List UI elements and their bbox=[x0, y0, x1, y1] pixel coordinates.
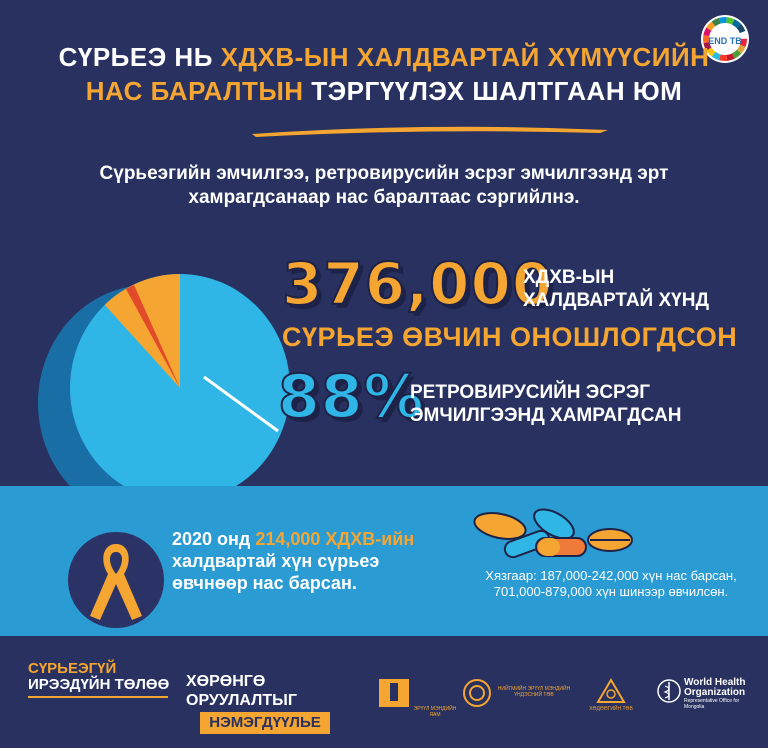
deaths-year: 2020 онд bbox=[172, 529, 256, 549]
who-logo bbox=[656, 678, 682, 709]
page-title: СҮРЬЕЭ НЬ ХДХВ-ЫН ХАЛДВАРТАЙ ХҮМҮҮСИЙН Н… bbox=[0, 40, 768, 108]
deaths-line2: халдвартай хүн сүрьеэ bbox=[172, 551, 380, 571]
range-line2: 701,000-879,000 хүн шинээр өвчилсөн. bbox=[493, 584, 729, 599]
diagnosed-label: СҮРЬЕЭ ӨВЧИН ОНОШЛОГДСОН bbox=[282, 322, 738, 352]
ministry-logo-text: ЭРҮҮЛ МЭНДИЙН ЯАМ bbox=[413, 706, 457, 718]
pie-pointer-line bbox=[203, 375, 279, 433]
case-count-label-line1: ХДХВ-ЫН bbox=[523, 267, 615, 288]
title-line1-white: СҮРЬЕЭ НЬ bbox=[58, 42, 221, 72]
range-note: Хязгаар: 187,000-242,000 хүн нас барсан,… bbox=[466, 568, 756, 600]
treatment-label-line2: ЭМЧИЛГЭЭНД ХАМРАГДСАН bbox=[410, 405, 682, 426]
case-count: 376,000 bbox=[281, 249, 554, 319]
invest-text: ХӨРӨНГӨ ОРУУЛАЛТЫГ bbox=[186, 672, 297, 710]
title-underline bbox=[252, 126, 608, 137]
invest-line2: ОРУУЛАЛТЫГ bbox=[186, 692, 297, 709]
invest-line1: ХӨРӨНГӨ bbox=[186, 673, 266, 690]
treatment-percent: 88% bbox=[277, 361, 425, 433]
ministry-logo bbox=[378, 678, 410, 713]
ministry-emblem-icon bbox=[379, 679, 409, 707]
invest-highlight: НЭМЭГДҮҮЛЬЕ bbox=[200, 712, 330, 734]
sdg-wheel-icon: END TB bbox=[701, 15, 749, 63]
slogan-line2: ИРЭЭДҮЙН ТӨЛӨӨ bbox=[28, 676, 170, 693]
subtitle: Сүрьеэгийн эмчилгээ, ретровирусийн эсрэг… bbox=[0, 162, 768, 210]
title-line2-white: ТЭРГҮҮЛЭХ ШАЛТГААН ЮМ bbox=[311, 76, 683, 106]
slogan-line1: СҮРЬЕЭГҮЙ bbox=[28, 660, 117, 677]
subtitle-line1: Сүрьеэгийн эмчилгээ, ретровирусийн эсрэг… bbox=[99, 163, 669, 184]
pie-chart bbox=[38, 274, 290, 521]
deaths-count: 214,000 ХДХВ-ийн bbox=[255, 529, 415, 549]
center-emblem-icon bbox=[463, 679, 491, 707]
center-logo-text: НИЙГМИЙН ЭРҮҮЛ МЭНДИЙН ҮНДЭСНИЙ ТӨВ bbox=[497, 686, 571, 698]
subtitle-line2: хамрагдсанаар нас баралтаас сэргийлнэ. bbox=[188, 187, 580, 208]
pie-slice-red bbox=[126, 285, 180, 388]
awareness-ribbon-icon bbox=[90, 544, 142, 620]
center-logo bbox=[462, 678, 492, 713]
who-line1: World Health bbox=[684, 677, 746, 688]
third-logo bbox=[596, 678, 626, 709]
pie-slice-orange bbox=[104, 274, 180, 388]
range-line1: Хязгаар: 187,000-242,000 хүн нас барсан, bbox=[485, 568, 737, 583]
third-logo-text: ХӨДӨӨГИЙН ТӨВ bbox=[589, 706, 633, 712]
case-count-label-line2: ХАЛДВАРТАЙ ХҮНД bbox=[523, 290, 709, 311]
who-line3: Representative Office for Mongolia bbox=[684, 698, 740, 710]
pills-icon bbox=[473, 508, 633, 559]
who-line2: Organization bbox=[684, 687, 746, 698]
deaths-text: 2020 онд 214,000 ХДХВ-ийн халдвартай хүн… bbox=[172, 528, 414, 594]
treatment-percent-label: РЕТРОВИРУСИЙН ЭСРЭГ ЭМЧИЛГЭЭНД ХАМРАГДСА… bbox=[410, 381, 682, 427]
case-count-label: ХДХВ-ЫН ХАЛДВАРТАЙ ХҮНД bbox=[523, 266, 709, 312]
who-logo-text: World Health Organization Representative… bbox=[684, 677, 746, 711]
title-line1-orange: ХДХВ-ЫН ХАЛДВАРТАЙ ХҮМҮҮСИЙН bbox=[220, 42, 710, 72]
triangle-emblem-icon bbox=[596, 678, 626, 703]
slogan-underline bbox=[28, 696, 168, 698]
who-emblem-icon bbox=[657, 679, 681, 703]
sdg-badge-text: END TB bbox=[708, 36, 742, 46]
treatment-label-line1: РЕТРОВИРУСИЙН ЭСРЭГ bbox=[410, 382, 651, 403]
deaths-line3: өвчнөөр нас барсан. bbox=[172, 573, 357, 593]
title-line2-orange: НАС БАРАЛТЫН bbox=[85, 76, 312, 106]
